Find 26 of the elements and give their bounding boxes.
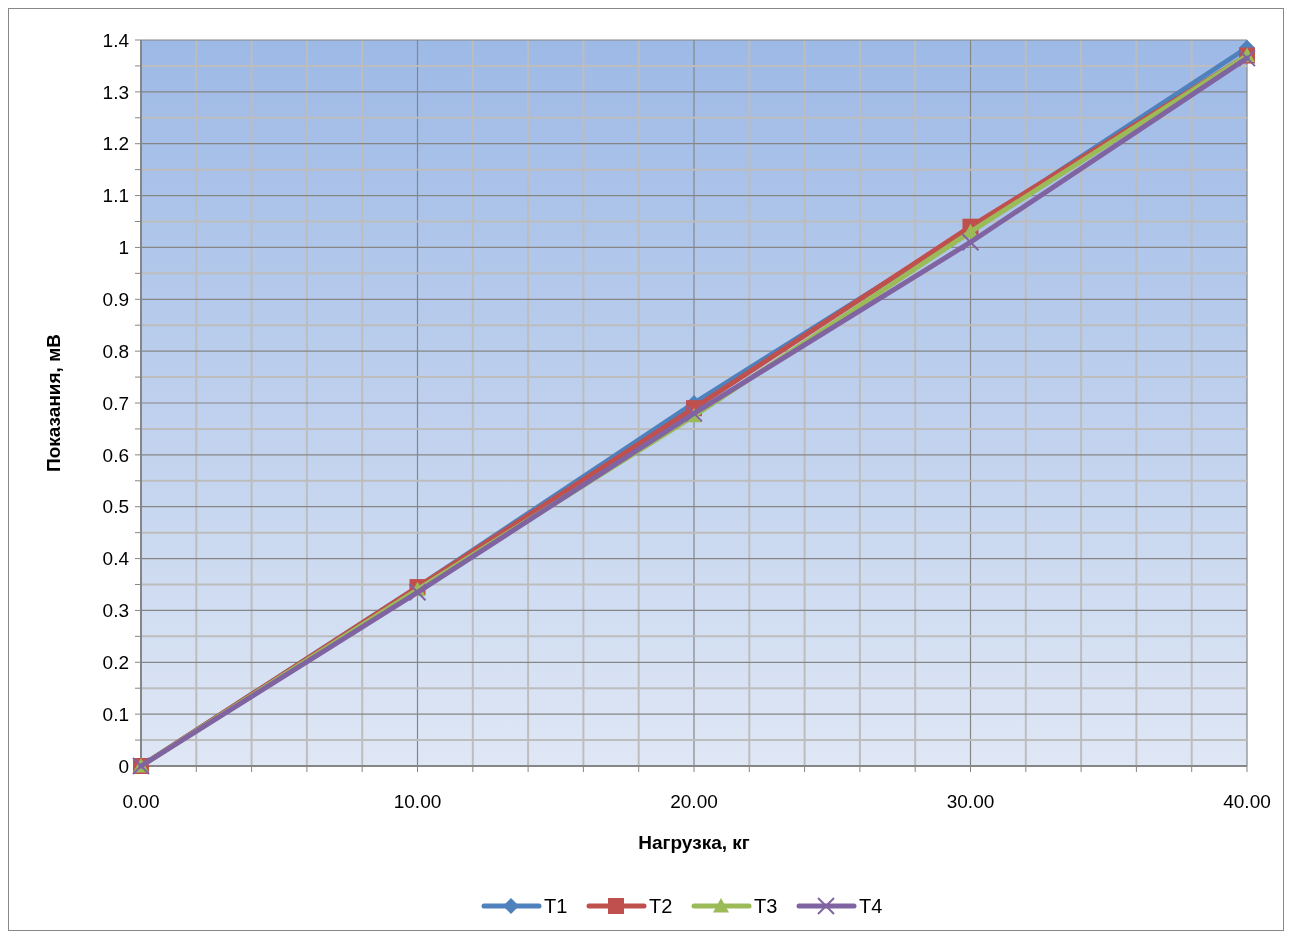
- x-tick-label: 30.00: [946, 791, 995, 812]
- legend-label: T3: [754, 895, 778, 917]
- y-tick-label: 0.8: [102, 340, 129, 362]
- y-tick-label: 0.4: [102, 548, 130, 570]
- legend-label: T2: [649, 895, 673, 917]
- y-tick-label: 0.6: [102, 444, 129, 466]
- x-axis-title: Нагрузка, кг: [638, 832, 750, 853]
- y-axis-title: Показания, мВ: [43, 334, 64, 472]
- y-tick-label: 1.1: [102, 185, 129, 207]
- y-tick-label: 1.4: [102, 29, 130, 51]
- legend-label: T1: [544, 895, 568, 917]
- y-tick-label: 1: [118, 237, 129, 259]
- y-tick-label: 0.1: [102, 703, 129, 725]
- x-tick-label: 40.00: [1223, 791, 1271, 812]
- y-tick-label: 0.3: [102, 600, 129, 622]
- y-tick-label: 1.3: [102, 81, 129, 103]
- y-tick-label: 1.2: [102, 133, 129, 155]
- y-tick-label: 0.2: [102, 651, 129, 673]
- y-tick-label: 0.7: [102, 392, 129, 414]
- x-tick-label: 0.00: [122, 791, 160, 812]
- y-tick-label: 0: [118, 755, 129, 777]
- y-tick-label: 0.5: [102, 496, 129, 518]
- y-tick-label: 0.9: [102, 288, 129, 310]
- x-tick-label: 20.00: [670, 791, 718, 812]
- legend-label: T4: [859, 895, 883, 917]
- x-tick-label: 10.00: [393, 791, 442, 812]
